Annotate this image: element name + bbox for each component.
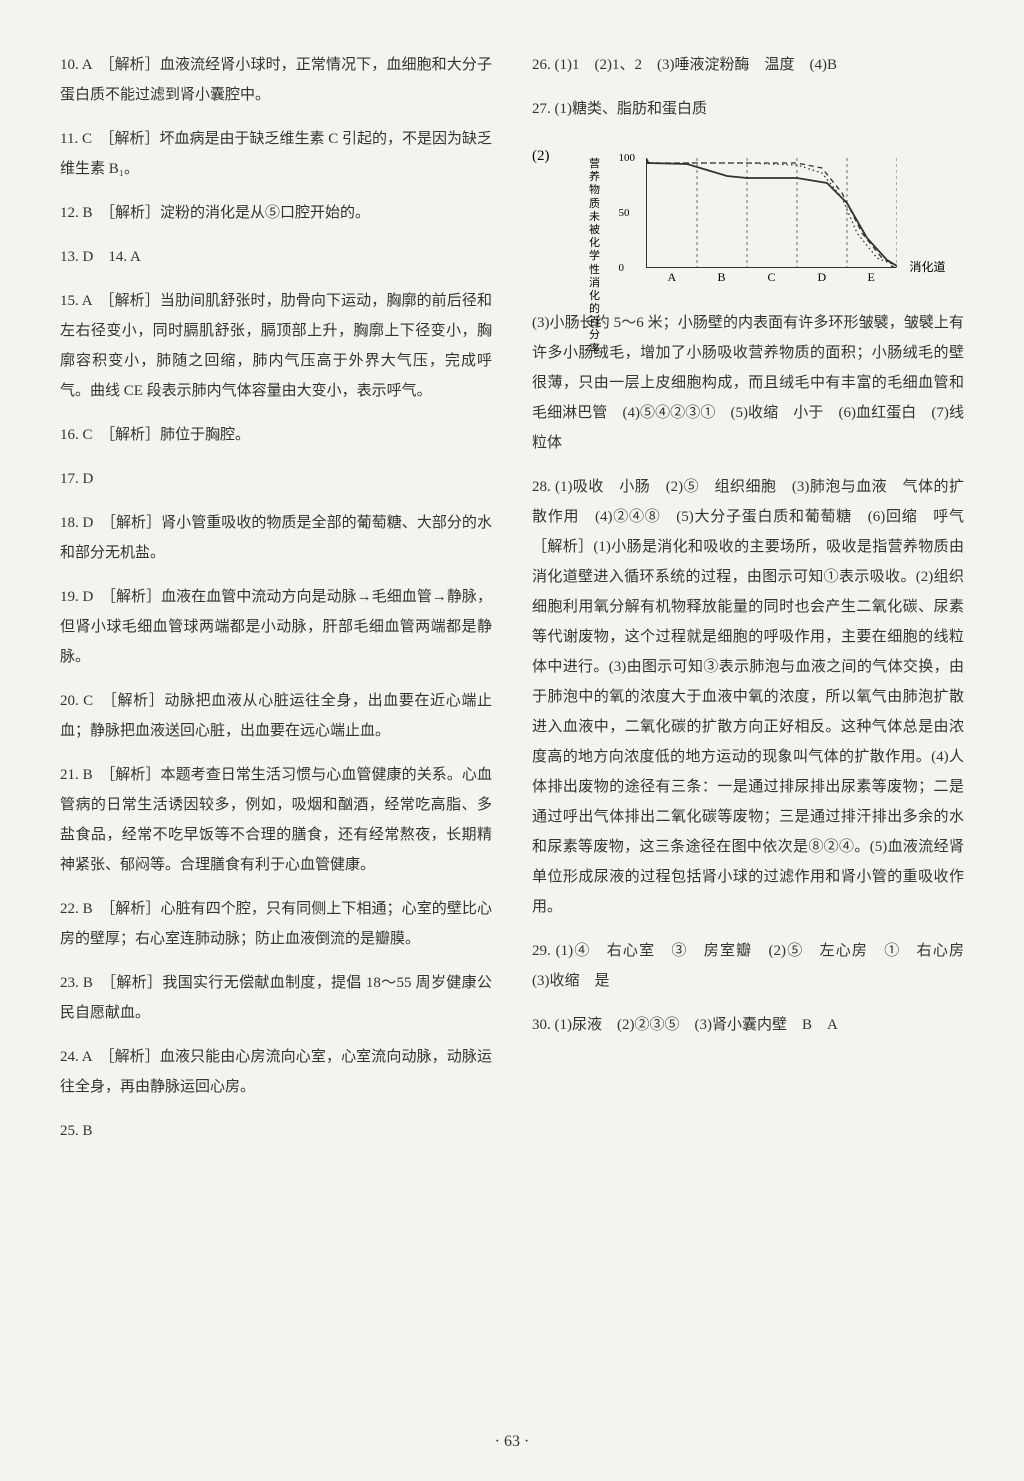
item-number: 22. B: [60, 901, 93, 917]
item-number: 20. C: [60, 693, 93, 709]
answer-item: 10. A ［解析］血液流经肾小球时，正常情况下，血细胞和大分子蛋白质不能过滤到…: [60, 50, 492, 110]
answer-item: 11. C ［解析］坏血病是由于缺乏维生素 C 引起的，不是因为缺乏维生素 B₁…: [60, 124, 492, 184]
answer-item: 17. D: [60, 464, 492, 494]
chart-xtick: E: [868, 270, 875, 285]
answer-item: 25. B: [60, 1116, 492, 1146]
right-column: 26. (1)1 (2)1、2 (3)唾液淀粉酶 温度 (4)B 27. (1)糖…: [532, 50, 964, 1160]
answer-item: 19. D ［解析］血液在血管中流动方向是动脉→毛细血管→静脉，但肾小球毛细血管…: [60, 582, 492, 672]
answer-item: 18. D ［解析］肾小管重吸收的物质是全部的葡萄糖、大部分的水和部分无机盐。: [60, 508, 492, 568]
answer-item: 28. (1)吸收 小肠 (2)⑤ 组织细胞 (3)肺泡与血液 气体的扩散作用 …: [532, 472, 964, 922]
chart-xtick: C: [768, 270, 776, 285]
answer-item: 27. (1)糖类、脂肪和蛋白质: [532, 94, 964, 124]
answer-item: 26. (1)1 (2)1、2 (3)唾液淀粉酶 温度 (4)B: [532, 50, 964, 80]
answer-item: 22. B ［解析］心脏有四个腔，只有同侧上下相通；心室的壁比心房的壁厚；右心室…: [60, 894, 492, 954]
item-number: 16. C: [60, 427, 93, 443]
digestion-chart: 营养物质未被化学性消化的百分率100500ABCDE消化道: [596, 148, 936, 298]
item-number: 19. D: [60, 589, 93, 605]
item-number: 24. A: [60, 1049, 92, 1065]
answer-item: 12. B ［解析］淀粉的消化是从⑤口腔开始的。: [60, 198, 492, 228]
item-number: 13. D 14. A: [60, 249, 141, 265]
item-number: 12. B: [60, 205, 93, 221]
chart-xtick: A: [668, 270, 677, 285]
chart-area: 100500ABCDE消化道: [646, 158, 896, 268]
item-number: 23. B: [60, 975, 93, 991]
chart-xtick: B: [718, 270, 726, 285]
item-number: 11. C: [60, 131, 92, 147]
item-number: 21. B: [60, 767, 93, 783]
page-content: 10. A ［解析］血液流经肾小球时，正常情况下，血细胞和大分子蛋白质不能过滤到…: [60, 50, 964, 1160]
chart-ytick: 50: [619, 207, 630, 219]
chart-wrapper: (2)营养物质未被化学性消化的百分率100500ABCDE消化道: [532, 138, 964, 308]
answer-item: 13. D 14. A: [60, 242, 492, 272]
answer-item: 24. A ［解析］血液只能由心房流向心室，心室流向动脉，动脉运往全身，再由静脉…: [60, 1042, 492, 1102]
chart-ylabel: 营养物质未被化学性消化的百分率: [588, 158, 602, 356]
left-column: 10. A ［解析］血液流经肾小球时，正常情况下，血细胞和大分子蛋白质不能过滤到…: [60, 50, 492, 1160]
answer-item: 30. (1)尿液 (2)②③⑤ (3)肾小囊内壁 B A: [532, 1010, 964, 1040]
chart-xlabel-title: 消化道: [909, 258, 945, 275]
chart-prefix: (2): [532, 148, 550, 165]
page-number: · 63 ·: [495, 1433, 530, 1451]
answer-item: 20. C ［解析］动脉把血液从心脏运往全身，出血要在近心端止血；静脉把血液送回…: [60, 686, 492, 746]
answer-item: 23. B ［解析］我国实行无偿献血制度，提倡 18～55 周岁健康公民自愿献血…: [60, 968, 492, 1028]
chart-ytick: 0: [619, 262, 625, 274]
chart-ytick: 100: [619, 152, 636, 164]
answer-item: 15. A ［解析］当肋间肌舒张时，肋骨向下运动，胸廓的前后径和左右径变小，同时…: [60, 286, 492, 406]
item-number: 25. B: [60, 1123, 93, 1139]
item-number: 18. D: [60, 515, 93, 531]
item-number: 15. A: [60, 293, 92, 309]
item-number: 10. A: [60, 57, 92, 73]
answer-item: 16. C ［解析］肺位于胸腔。: [60, 420, 492, 450]
answer-item: 21. B ［解析］本题考查日常生活习惯与心血管健康的关系。心血管病的日常生活诱…: [60, 760, 492, 880]
answer-item: 29. (1)④ 右心室 ③ 房室瓣 (2)⑤ 左心房 ① 右心房 (3)收缩 …: [532, 936, 964, 996]
chart-xtick: D: [818, 270, 827, 285]
chart-svg: [647, 158, 897, 268]
item-number: 17. D: [60, 471, 93, 487]
